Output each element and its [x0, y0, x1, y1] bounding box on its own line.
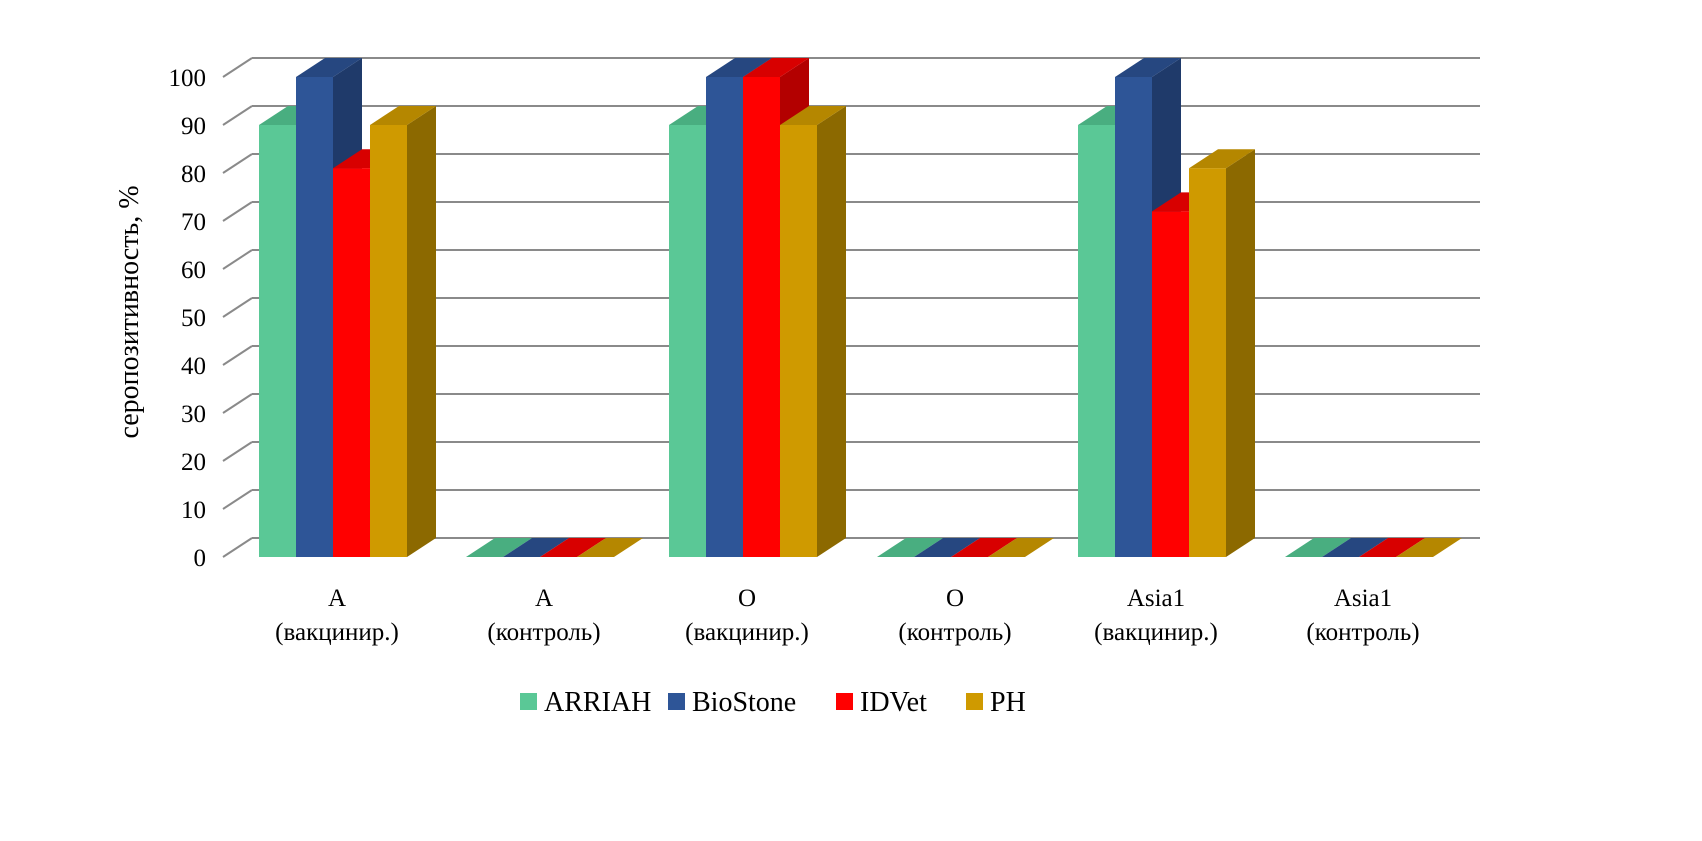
gridline-depth — [222, 489, 253, 510]
y-tick-label: 70 — [181, 209, 206, 236]
x-axis-categories: A (вакцинир.) A (контроль) O (вакцинир.) O (кон… — [275, 585, 1419, 646]
legend-label: IDVet — [860, 687, 927, 718]
bar-ph — [370, 106, 436, 557]
bar-side — [1226, 149, 1255, 557]
gridline-depth — [222, 393, 253, 414]
legend-swatch — [966, 693, 983, 710]
bar-front — [1152, 211, 1189, 557]
bars — [259, 58, 1462, 557]
bar-front — [706, 77, 743, 557]
legend-item: ARRIAH — [520, 687, 651, 718]
bar-top — [1285, 538, 1351, 557]
legend-item: IDVet — [836, 687, 927, 718]
bar-ph — [780, 106, 846, 557]
y-tick-label: 30 — [181, 401, 206, 428]
bar-front — [1115, 77, 1152, 557]
y-tick-label: 80 — [181, 161, 206, 188]
bar-arriah — [1285, 538, 1351, 557]
bar-top — [540, 538, 606, 557]
x-category-label: Asia1 (контроль) — [1306, 585, 1419, 646]
bar-idvet — [1359, 538, 1425, 557]
x-category-label: O (контроль) — [898, 585, 1011, 646]
bar-front — [370, 125, 407, 557]
bar-biostone — [1322, 538, 1388, 557]
bar-top — [1115, 58, 1181, 77]
x-category-label: Asia1 (вакцинир.) — [1094, 585, 1218, 646]
bar-top — [877, 538, 943, 557]
gridline-depth — [222, 441, 253, 462]
bar-front — [296, 77, 333, 557]
bar-idvet — [951, 538, 1017, 557]
y-tick-label: 0 — [194, 545, 207, 572]
bar-ph — [577, 538, 643, 557]
gridline-depth — [222, 201, 253, 222]
bar-side — [407, 106, 436, 557]
bar-top — [503, 538, 569, 557]
bar-front — [780, 125, 817, 557]
bar-top — [706, 58, 772, 77]
y-tick-label: 10 — [181, 497, 206, 524]
bar-side — [817, 106, 846, 557]
bar-top — [743, 58, 809, 77]
bar-top — [780, 106, 846, 125]
bar-front — [333, 168, 370, 557]
gridline-depth — [222, 57, 253, 78]
bar-top — [914, 538, 980, 557]
legend-swatch — [520, 693, 537, 710]
bar-top — [466, 538, 532, 557]
bar-front — [259, 125, 296, 557]
bar-top — [1359, 538, 1425, 557]
legend-label: ARRIAH — [544, 687, 651, 718]
bar-top — [1396, 538, 1462, 557]
y-axis-ticks: 0 10 20 30 40 50 60 70 80 90 100 — [169, 65, 207, 572]
bar-top — [1322, 538, 1388, 557]
y-tick-label: 90 — [181, 113, 206, 140]
y-tick-label: 20 — [181, 449, 206, 476]
x-category-label: A (вакцинир.) — [275, 585, 399, 646]
legend: ARRIAH BioStone IDVet PH — [520, 687, 1026, 718]
legend-item: PH — [966, 687, 1026, 718]
bar-front — [1078, 125, 1115, 557]
bar-top — [296, 58, 362, 77]
bar-front — [743, 77, 780, 557]
gridline-depth — [222, 105, 253, 126]
y-axis-title: серопозитивность, % — [114, 185, 145, 438]
bar-top — [951, 538, 1017, 557]
legend-item: BioStone — [668, 687, 796, 718]
bar-front — [669, 125, 706, 557]
gridlines — [222, 57, 1480, 558]
y-tick-label: 60 — [181, 257, 206, 284]
x-category-label: O (вакцинир.) — [685, 585, 809, 646]
legend-label: PH — [990, 687, 1026, 718]
bar-ph — [1189, 149, 1255, 557]
bar-top — [988, 538, 1054, 557]
gridline-depth — [222, 345, 253, 366]
legend-swatch — [668, 693, 685, 710]
y-tick-label: 100 — [169, 65, 207, 92]
y-tick-label: 50 — [181, 305, 206, 332]
bar-ph — [1396, 538, 1462, 557]
bar-front — [1189, 168, 1226, 557]
bar-top — [370, 106, 436, 125]
gridline-depth — [222, 297, 253, 318]
bar-idvet — [540, 538, 606, 557]
bar-top — [577, 538, 643, 557]
gridline-depth — [222, 153, 253, 174]
bar-arriah — [466, 538, 532, 557]
gridline-depth — [222, 249, 253, 270]
y-tick-label: 40 — [181, 353, 206, 380]
legend-swatch — [836, 693, 853, 710]
bar-arriah — [877, 538, 943, 557]
gridline-depth — [222, 537, 253, 558]
bar-biostone — [914, 538, 980, 557]
bar-top — [1189, 149, 1255, 169]
x-category-label: A (контроль) — [487, 585, 600, 646]
bar-ph — [988, 538, 1054, 557]
legend-label: BioStone — [692, 687, 796, 718]
bar-biostone — [503, 538, 569, 557]
